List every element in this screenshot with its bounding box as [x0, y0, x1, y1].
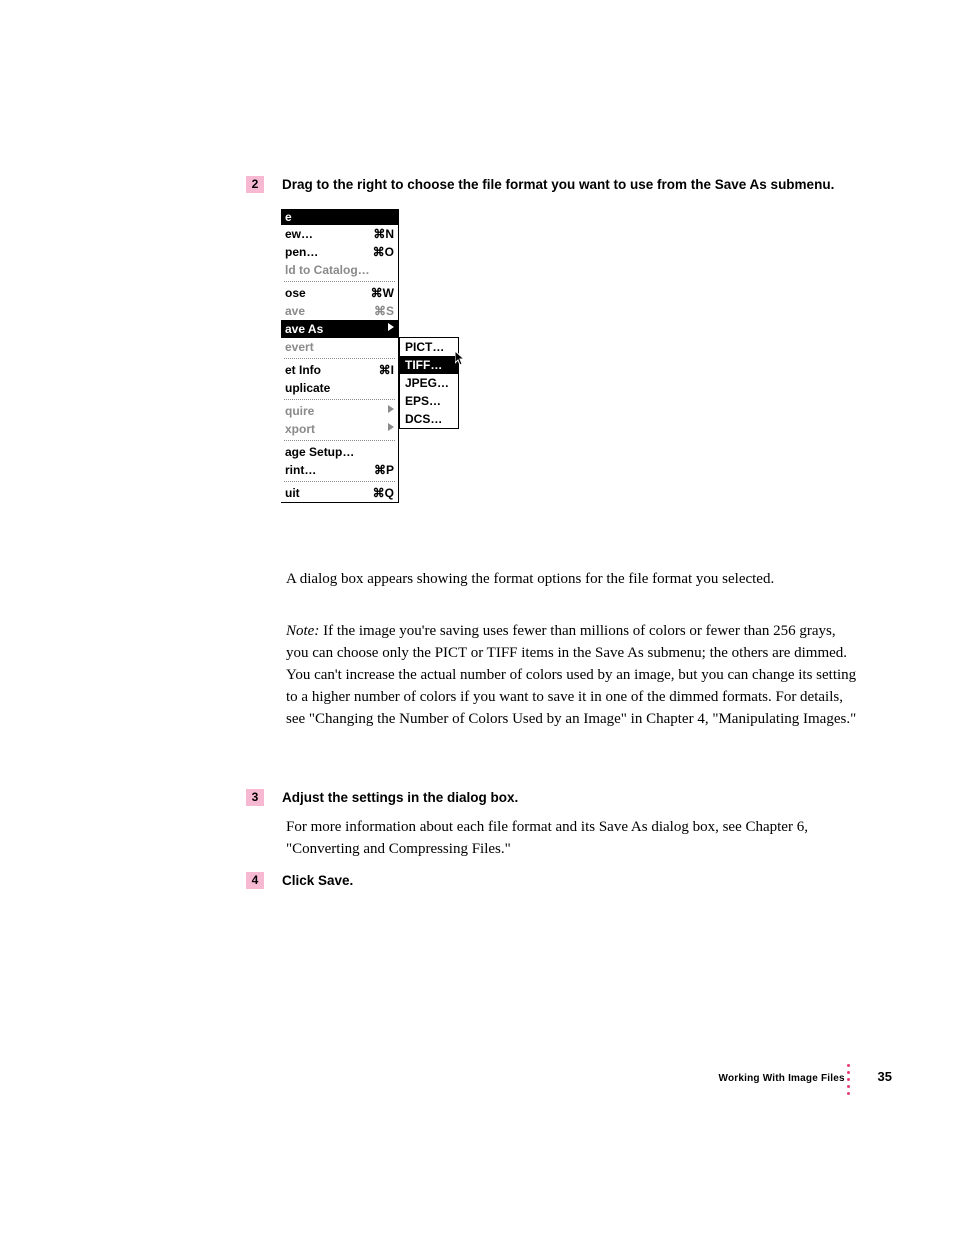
menu-separator: [284, 399, 395, 400]
save-as-submenu: PICT… TIFF… JPEG… EPS… DCS…: [399, 337, 459, 429]
submenu-item-eps[interactable]: EPS…: [400, 392, 458, 410]
menu-item-save-as[interactable]: ave As: [281, 320, 398, 338]
step-text-3: Adjust the settings in the dialog box.: [282, 790, 518, 805]
file-menu-figure: e ew…⌘N pen…⌘O ld to Catalog… ose⌘W ave⌘…: [281, 209, 399, 503]
menu-item-acquire: quire: [281, 402, 398, 420]
menu-item-quit[interactable]: uit⌘Q: [281, 484, 398, 502]
menu-separator: [284, 281, 395, 282]
footer-title: Working With Image Files: [719, 1073, 845, 1084]
submenu-item-pict[interactable]: PICT…: [400, 338, 458, 356]
menu-item-new[interactable]: ew…⌘N: [281, 225, 398, 243]
submenu-arrow-icon: [388, 423, 394, 431]
footer-dots-icon: [847, 1064, 850, 1095]
submenu-item-dcs: DCS…: [400, 410, 458, 428]
step-number-3: 3: [246, 789, 264, 806]
submenu-arrow-icon: [388, 405, 394, 413]
menu-separator: [284, 358, 395, 359]
file-menu: e ew…⌘N pen…⌘O ld to Catalog… ose⌘W ave⌘…: [281, 209, 399, 503]
paragraph-more-info: For more information about each file for…: [286, 816, 859, 860]
step-text-4: Click Save.: [282, 873, 353, 888]
menu-item-open[interactable]: pen…⌘O: [281, 243, 398, 261]
note-label: Note:: [286, 623, 319, 639]
step-text-2: Drag to the right to choose the file for…: [282, 177, 834, 192]
menu-item-revert: evert: [281, 338, 398, 356]
menu-item-close[interactable]: ose⌘W: [281, 284, 398, 302]
menu-item-page-setup[interactable]: age Setup…: [281, 443, 398, 461]
menu-separator: [284, 481, 395, 482]
cursor-icon: [455, 351, 467, 367]
step-number-4: 4: [246, 872, 264, 889]
menu-separator: [284, 440, 395, 441]
menu-item-add-to-catalog: ld to Catalog…: [281, 261, 398, 279]
submenu-item-jpeg[interactable]: JPEG…: [400, 374, 458, 392]
submenu-item-tiff[interactable]: TIFF…: [400, 356, 458, 374]
paragraph-dialog-appears: A dialog box appears showing the format …: [286, 568, 859, 590]
step-number-2: 2: [246, 176, 264, 193]
submenu-arrow-icon: [388, 323, 394, 331]
menu-item-save: ave⌘S: [281, 302, 398, 320]
paragraph-note: Note: If the image you're saving uses fe…: [286, 620, 859, 730]
menu-title: e: [281, 209, 398, 225]
menu-item-export: xport: [281, 420, 398, 438]
page-number: 35: [878, 1069, 892, 1084]
menu-item-get-info[interactable]: et Info⌘I: [281, 361, 398, 379]
menu-item-duplicate[interactable]: uplicate: [281, 379, 398, 397]
page-footer: Working With Image Files 35: [719, 1069, 892, 1085]
note-body: If the image you're saving uses fewer th…: [286, 623, 856, 727]
menu-item-print[interactable]: rint…⌘P: [281, 461, 398, 479]
